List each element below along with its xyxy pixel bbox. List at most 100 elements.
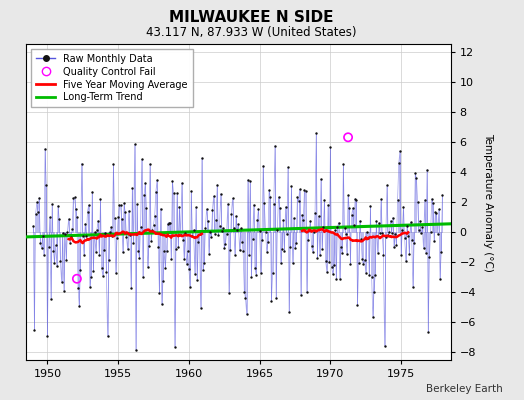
Point (95, 252, 103, 258)
Point (74, 285, 82, 292)
Point (42, 181, 50, 188)
Point (221, 241, 230, 247)
Point (163, 220, 172, 227)
Point (248, 236, 257, 242)
Point (400, 235, 409, 242)
Point (313, 255, 322, 262)
Point (403, 223, 411, 230)
Point (328, 264, 336, 270)
Point (66, 239, 74, 246)
Point (173, 190, 181, 196)
Point (220, 245, 228, 251)
Point (337, 244, 345, 250)
Point (198, 155, 206, 161)
Point (233, 227, 242, 234)
Point (188, 232, 196, 239)
Point (412, 175, 421, 182)
Point (100, 247, 108, 254)
Point (292, 240, 300, 247)
Point (88, 188, 96, 195)
Point (146, 160, 154, 167)
Point (41, 146, 49, 152)
Point (330, 262, 338, 268)
Point (196, 304, 205, 311)
Point (373, 249, 381, 256)
Point (208, 206, 216, 213)
Point (192, 204, 200, 210)
Point (367, 274, 376, 280)
Point (404, 232, 412, 239)
Point (200, 260, 209, 266)
Point (425, 254, 433, 261)
Point (113, 235, 121, 241)
Point (148, 227, 157, 234)
Point (142, 204, 150, 211)
Point (361, 256, 369, 263)
Point (161, 265, 170, 271)
Point (318, 246, 326, 252)
Point (325, 259, 333, 266)
Point (299, 216, 308, 223)
Point (274, 194, 282, 200)
Point (216, 190, 225, 197)
Point (310, 228, 318, 235)
Point (103, 333, 112, 340)
Point (280, 248, 289, 254)
Point (167, 256, 176, 262)
Point (114, 214, 123, 220)
Point (124, 246, 132, 252)
Point (240, 288, 248, 295)
Point (340, 225, 348, 231)
Point (366, 202, 375, 209)
Point (82, 232, 91, 239)
Point (139, 274, 147, 280)
Point (332, 276, 341, 282)
Point (67, 233, 75, 240)
Point (191, 271, 199, 277)
Point (436, 276, 444, 282)
Point (238, 239, 246, 245)
Point (72, 206, 80, 212)
Point (237, 225, 245, 232)
Point (285, 309, 293, 316)
Point (302, 289, 311, 296)
Point (424, 329, 432, 335)
Point (212, 217, 220, 224)
Point (179, 237, 187, 243)
Point (322, 258, 330, 264)
Point (165, 219, 173, 226)
Point (244, 176, 252, 183)
Point (177, 232, 185, 238)
Point (206, 229, 214, 235)
Point (45, 244, 53, 250)
Point (174, 243, 182, 250)
Point (35, 194, 43, 201)
Point (378, 230, 387, 236)
Point (319, 224, 328, 230)
Point (73, 276, 81, 282)
Point (380, 343, 389, 350)
Point (36, 240, 45, 246)
Point (182, 261, 191, 267)
Point (80, 252, 88, 258)
Point (350, 222, 358, 228)
Point (193, 277, 201, 283)
Point (223, 230, 231, 237)
Point (46, 214, 54, 220)
Point (288, 260, 297, 266)
Point (155, 290, 163, 296)
Point (168, 178, 177, 184)
Point (115, 202, 124, 208)
Point (210, 193, 218, 199)
Point (430, 238, 438, 244)
Point (304, 236, 312, 243)
Point (118, 249, 127, 256)
Point (62, 257, 71, 263)
Point (92, 248, 100, 255)
Point (159, 278, 167, 284)
Point (370, 288, 378, 295)
Point (94, 217, 102, 224)
Point (359, 261, 368, 267)
Point (435, 206, 443, 212)
Point (234, 221, 243, 228)
